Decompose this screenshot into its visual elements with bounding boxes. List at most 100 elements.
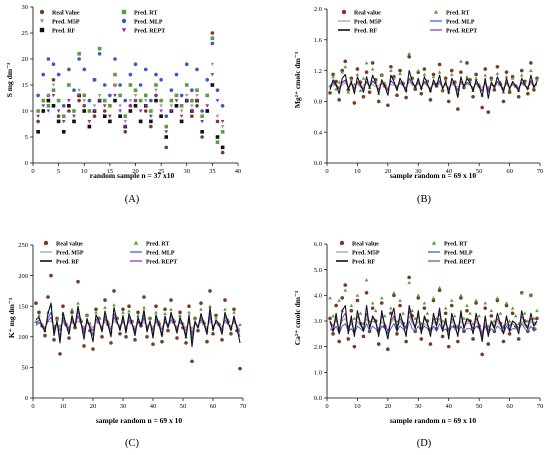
panel-B-point-rt — [449, 72, 454, 76]
panel-B-axes: 0 10 20 30 40 50 60 70 0.0 0.4 0.8 1.2 1.6 2.0 — [314, 6, 543, 175]
panel-A-point-m5p — [190, 104, 194, 108]
panel-B-point-rt — [437, 70, 442, 74]
panel-D-point-rt — [422, 301, 427, 305]
panel-A-point-mlp — [102, 83, 107, 87]
panel-C-x-tick-label: 0 — [31, 403, 34, 410]
panel-C-legend-label-mlp: Pred. MLP — [146, 250, 175, 256]
panel-D-point-real — [349, 308, 354, 313]
panel-D-point-real — [456, 339, 460, 344]
panel-A-point-rept — [200, 119, 204, 124]
panel-D-point-real — [446, 344, 451, 349]
panel-D-label: (D) — [417, 438, 432, 449]
panel-D-legend-label-real: Real value — [352, 241, 379, 247]
panel-C-y-tick-label: 100 — [18, 334, 28, 341]
panel-A-point-real — [220, 150, 225, 155]
panel-C-legend-swatch-rt — [133, 240, 139, 245]
panel-D-point-real — [331, 332, 335, 336]
panel-A-legend-label-rf: Pred. RF — [52, 28, 76, 34]
panel-D-point-rt — [443, 306, 448, 310]
panel-B-point-rt — [431, 74, 436, 79]
panel-D-point-real — [443, 311, 448, 316]
panel-D-x-tick-label: 20 — [385, 403, 392, 410]
panel-D-point-real — [404, 339, 408, 344]
panel-A-point-rept — [56, 109, 61, 113]
panel-B-point-real — [465, 61, 469, 65]
panel-C-legend-label-rept: Pred. REPT — [146, 259, 177, 265]
panel-D-point-rt — [352, 316, 357, 320]
panel-C-point-real — [103, 298, 107, 302]
panel-B-point-real — [483, 67, 488, 71]
panel-D-point-real — [489, 314, 494, 318]
panel-A-point-rept — [138, 109, 143, 113]
panel-C-point-real — [232, 307, 236, 312]
panel-C-point-real — [166, 328, 170, 333]
panel-A-point-m5p — [215, 114, 220, 118]
panel-A-legend-label-mlp: Pred. MLP — [134, 19, 163, 25]
panel-C-x-tick-label: 20 — [90, 403, 97, 410]
panel-A-x-tick-label: 35 — [209, 168, 216, 175]
panel-A-legend: Real Value Pred. RT Pred. M5P Pred. MLP Pred… — [39, 9, 165, 34]
panel-D-y-tick-label: 3.0 — [314, 318, 322, 325]
panel-B-y-tick-label: 1.2 — [314, 68, 322, 75]
panel-A-point-rept — [190, 109, 194, 113]
panel-A-point-mlp — [215, 88, 220, 92]
panel-C-legend: Real value Pred. RT Pred. M5P Pred. MLP Pred… — [40, 240, 177, 265]
panel-B-point-real — [526, 91, 530, 96]
panel-A-point-mlp — [174, 72, 179, 77]
panel-B-point-real — [343, 59, 348, 64]
panel-D-point-rt — [513, 314, 518, 318]
panel-C-point-real — [70, 310, 74, 315]
panel-A-point-rt — [118, 93, 122, 98]
panel-C-x-tick-label: 60 — [210, 403, 217, 410]
panel-B-point-real — [346, 88, 351, 92]
panel-C-point-rt — [223, 307, 227, 311]
panel-C-point-real — [49, 273, 53, 278]
panel-D-point-rt — [459, 293, 463, 297]
panel-A-point-mlp — [113, 57, 117, 61]
panel-A-point-rf — [179, 119, 184, 124]
panel-A-x-tick-label: 10 — [81, 168, 88, 175]
panel-B-point-rt — [495, 71, 500, 76]
panel-A-point-rept — [67, 99, 71, 103]
panel-D-point-real — [416, 296, 421, 300]
panel-A-point-rt — [190, 98, 194, 103]
panel-A-point-rt — [143, 93, 148, 98]
panel-D-point-rt — [474, 298, 478, 302]
panel-C-point-real — [61, 304, 65, 309]
panel-B-x-tick-label: 20 — [385, 168, 392, 175]
panel-D-x-tick-label: 10 — [354, 403, 361, 410]
panel-D-point-real — [407, 275, 411, 280]
panel-B-point-real — [471, 94, 475, 99]
panel-B-point-rt — [355, 72, 360, 76]
panel-C-point-real — [238, 366, 242, 371]
panel-A-point-rf — [82, 109, 87, 113]
panel-A-point-mlp — [159, 78, 163, 82]
panel-D-point-real — [352, 344, 357, 349]
panel-A-point-rt — [82, 93, 87, 98]
panel-D-point-real — [364, 290, 369, 295]
panel-A-point-mlp — [92, 78, 97, 82]
panel-C-point-real — [220, 338, 224, 342]
panel-D-legend: Real value Pred. RT Pred. M5P Pred. MLP Pred… — [336, 240, 475, 265]
panel-A-point-rf — [118, 114, 122, 118]
panel-A-point-m5p — [51, 83, 56, 87]
panel-A-point-real — [92, 114, 97, 118]
panel-A-point-mlp — [77, 57, 81, 61]
panel-A-point-rt — [128, 83, 133, 87]
panel-C-point-rt — [55, 317, 59, 322]
panel-D-point-real — [343, 283, 348, 287]
panel-C-legend-label-real: Real value — [56, 241, 83, 247]
panel-A-point-rf — [36, 130, 40, 134]
panel-A-point-rt — [205, 93, 210, 98]
panel-B-legend-label-mlp: Pred. MLP — [446, 19, 475, 25]
panel-A-point-rept — [143, 104, 148, 108]
panel-C-y-tick-label: 200 — [18, 273, 28, 280]
panel-A-point-rt — [215, 140, 220, 144]
panel-A-point-rept — [210, 73, 215, 77]
panel-D-point-rt — [416, 293, 421, 297]
panel-A-x-tick-label: 5 — [57, 168, 60, 175]
panel-C-ylabel: K⁺ mg dm⁻³ — [7, 297, 16, 338]
panel-A-plot: 0 5 10 15 20 25 30 35 40 0 5 10 15 20 25 30 Real Value Pr… — [22, 4, 242, 175]
panel-A-point-rt — [87, 109, 92, 113]
panel-A-legend-swatch-mlp — [121, 18, 127, 24]
